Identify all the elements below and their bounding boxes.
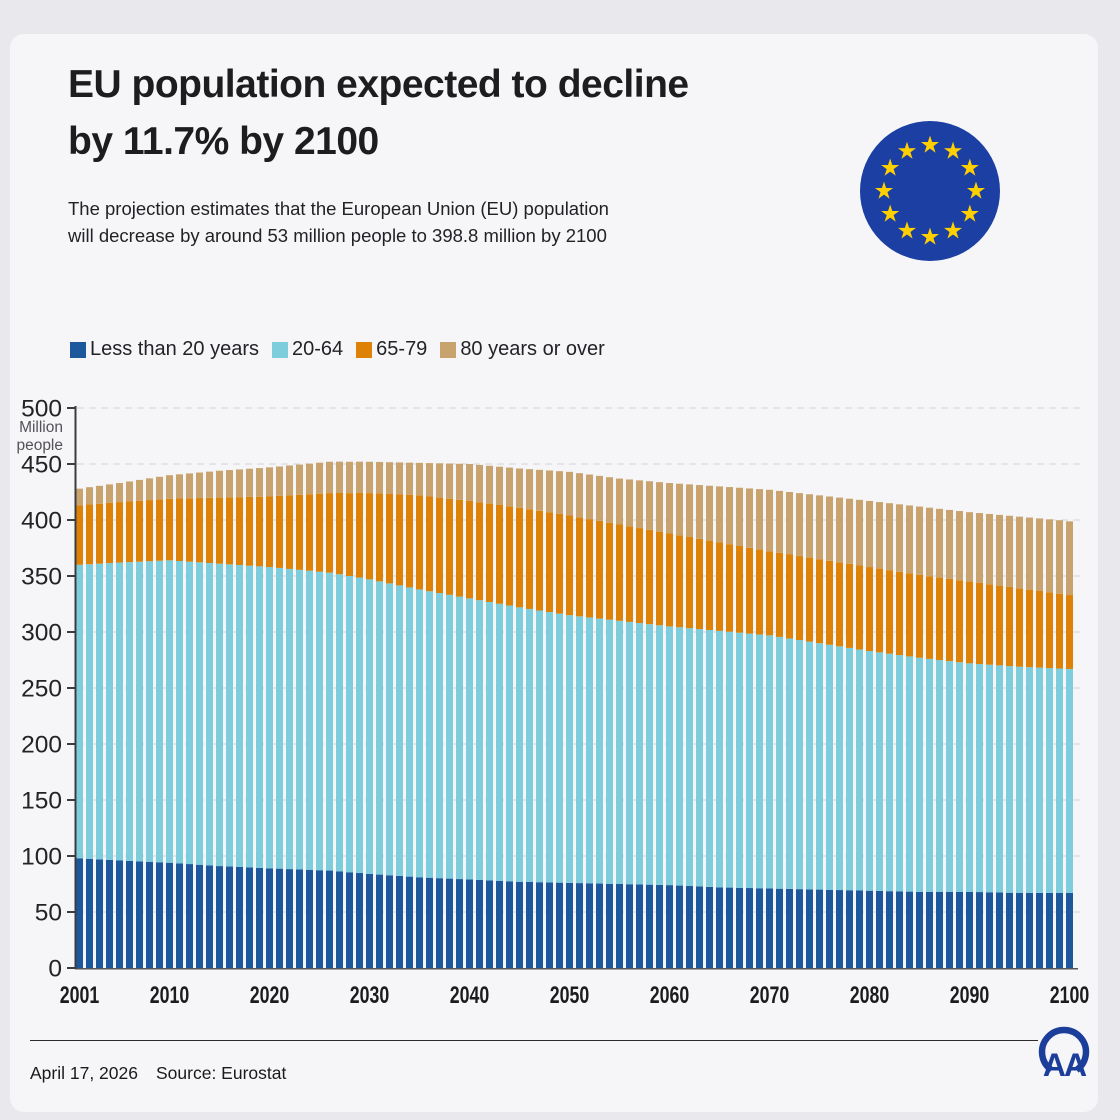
footer-date: April 17, 2026 xyxy=(30,1063,138,1083)
legend-swatch-icon xyxy=(272,341,288,358)
eu-star-icon xyxy=(897,141,917,159)
page-subtitle: The projection estimates that the Europe… xyxy=(68,198,609,246)
footer-source: Source: Eurostat xyxy=(156,1063,287,1083)
legend-label: 65-79 xyxy=(376,338,428,360)
eu-star-icon xyxy=(881,204,900,222)
legend-item-3: 65-79 xyxy=(356,338,427,361)
eu-star-icon xyxy=(881,158,900,176)
eu-star-icon xyxy=(920,227,940,245)
chart-legend: Less than 20 years 20-64 65-79 80 years or … xyxy=(70,338,605,361)
legend-swatch-icon xyxy=(440,341,457,358)
eu-star-icon xyxy=(960,204,979,222)
eu-star-icon xyxy=(943,141,963,159)
page-title: EU population expected to decline by 11.… xyxy=(68,56,868,170)
page-title-line2: by 11.7% by 2100 xyxy=(68,120,379,163)
legend-label: 80 years or over xyxy=(460,338,605,360)
footer: April 17, 2026 Source: Eurostat xyxy=(30,1063,286,1084)
eu-star-icon xyxy=(874,181,894,199)
eu-star-icon xyxy=(960,158,979,176)
page-title-line1: EU population expected to decline xyxy=(68,63,689,106)
legend-swatch-icon xyxy=(70,341,86,358)
eu-flag-icon xyxy=(860,121,1000,261)
legend-item-2: 20-64 xyxy=(272,338,343,361)
legend-item-1: Less than 20 years xyxy=(70,338,259,361)
legend-label: 20-64 xyxy=(292,338,344,360)
eu-star-icon xyxy=(943,221,963,239)
eu-star-icon xyxy=(897,221,917,239)
eu-star-icon xyxy=(966,181,986,199)
aa-agency-logo-icon: AA xyxy=(1038,1026,1090,1083)
legend-item-4: 80 years or over xyxy=(440,338,605,361)
svg-text:AA: AA xyxy=(1043,1047,1087,1083)
footer-divider xyxy=(30,1040,1038,1041)
legend-swatch-icon xyxy=(356,341,373,358)
legend-label: Less than 20 years xyxy=(90,338,259,360)
eu-star-icon xyxy=(920,135,940,153)
